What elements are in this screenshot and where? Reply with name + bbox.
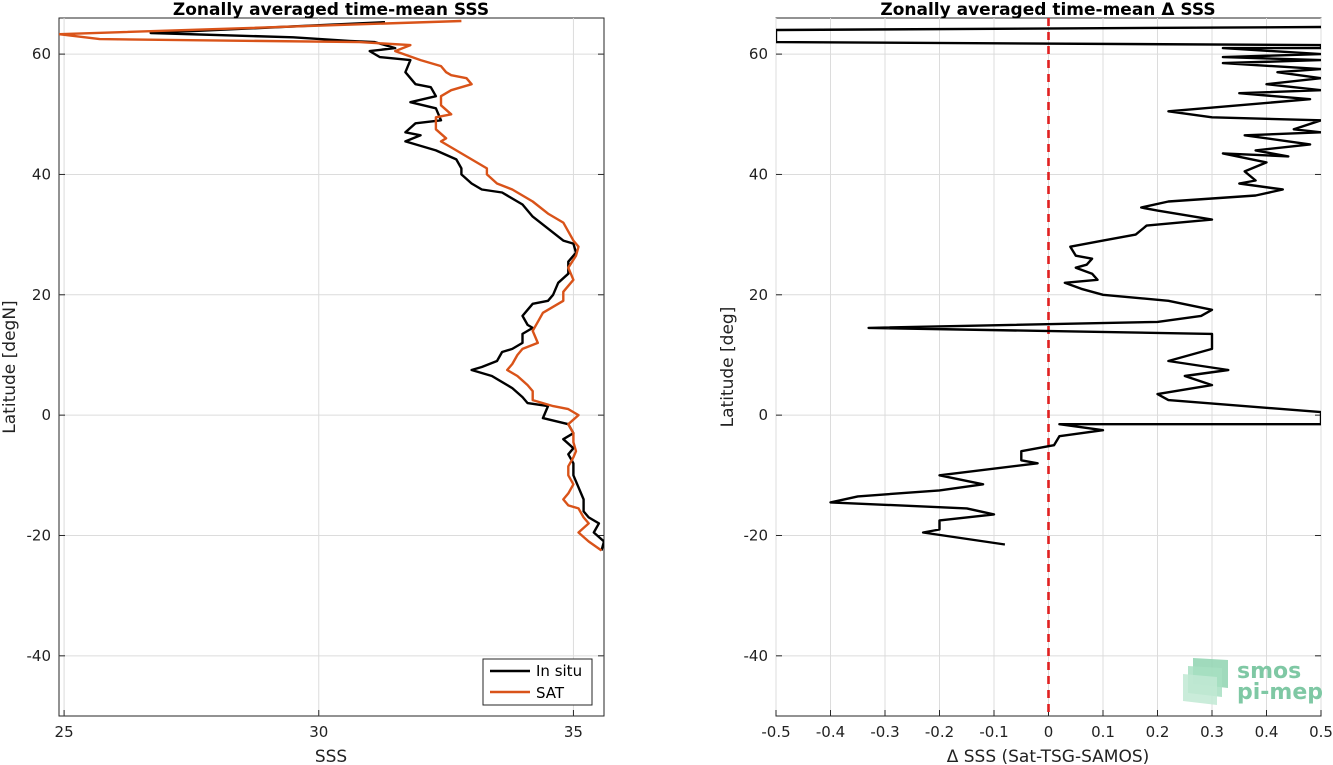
left-y-tick-label: 60 (32, 45, 51, 63)
right-series-lines (776, 25, 1321, 546)
left-legend[interactable]: In situ SAT (482, 658, 593, 706)
right-y-tick-label: -40 (744, 647, 769, 665)
left-y-tick-label: -20 (27, 526, 52, 544)
legend-box (482, 658, 593, 706)
legend-label-sat: SAT (536, 684, 565, 702)
left-x-tick-label: 25 (55, 723, 74, 741)
right-x-tick-label: -0.2 (925, 723, 954, 741)
right-x-tick-label: -0.1 (979, 723, 1008, 741)
smos-pi-mep-logo: smos pi-mep (1183, 658, 1323, 705)
right-x-tick-label: 0 (1044, 723, 1054, 741)
left-y-tick-label: 0 (41, 406, 51, 424)
right-tick-labels: -0.5 -0.4 -0.3 -0.2 -0.1 0 0.1 0.2 0.3 0.4 0.5 -40 -… (744, 45, 1333, 741)
right-x-tick-label: -0.5 (761, 723, 790, 741)
left-series-lines (59, 19, 604, 552)
right-x-tick-label: 0.2 (1146, 723, 1170, 741)
legend-label-in-situ: In situ (536, 662, 582, 680)
left-series-in-situ-line (149, 21, 604, 551)
right-x-tick-label: 0.1 (1091, 723, 1115, 741)
left-y-tick-label: 20 (32, 286, 51, 304)
left-y-tick-label: -40 (27, 647, 52, 665)
logo-text-pi-mep: pi-mep (1237, 680, 1323, 705)
right-y-tick-label: 20 (749, 286, 768, 304)
left-grid (59, 18, 604, 716)
right-y-tick-label: 40 (749, 165, 768, 183)
left-series-sat-line (59, 19, 603, 552)
right-y-tick-label: 60 (749, 45, 768, 63)
left-x-axis-label: SSS (315, 747, 347, 765)
right-x-tick-label: -0.4 (816, 723, 845, 741)
left-y-tick-label: 40 (32, 165, 51, 183)
left-y-axis-label: Latitude [degN] (0, 300, 20, 433)
left-x-tick-label: 35 (564, 723, 583, 741)
right-panel: -0.5 -0.4 -0.3 -0.2 -0.1 0 0.1 0.2 0.3 0.4 0.5 -40 -… (718, 0, 1333, 765)
logo-text-smos: smos (1237, 659, 1301, 684)
right-x-tick-label: 0.5 (1309, 723, 1333, 741)
right-y-tick-label: -20 (744, 526, 769, 544)
right-y-axis-label: Latitude [deg] (718, 307, 738, 428)
left-title: Zonally averaged time-mean SSS (173, 0, 489, 20)
right-x-axis-label: Δ SSS (Sat-TSG-SAMOS) (947, 747, 1150, 765)
right-x-tick-label: 0.4 (1255, 723, 1279, 741)
right-x-tick-label: -0.3 (870, 723, 899, 741)
left-panel: 25 30 35 -40 -20 0 20 40 60 Zonally averaged tim… (0, 0, 605, 765)
left-x-tick-label: 30 (309, 723, 328, 741)
right-x-tick-label: 0.3 (1200, 723, 1224, 741)
right-title: Zonally averaged time-mean Δ SSS (880, 0, 1215, 20)
left-tick-labels: 25 30 35 -40 -20 0 20 40 60 (27, 45, 583, 741)
logo-wave-3 (1183, 674, 1217, 705)
right-series-series-0-line (776, 25, 1321, 546)
right-y-tick-label: 0 (758, 406, 768, 424)
left-plot-area (58, 17, 605, 717)
